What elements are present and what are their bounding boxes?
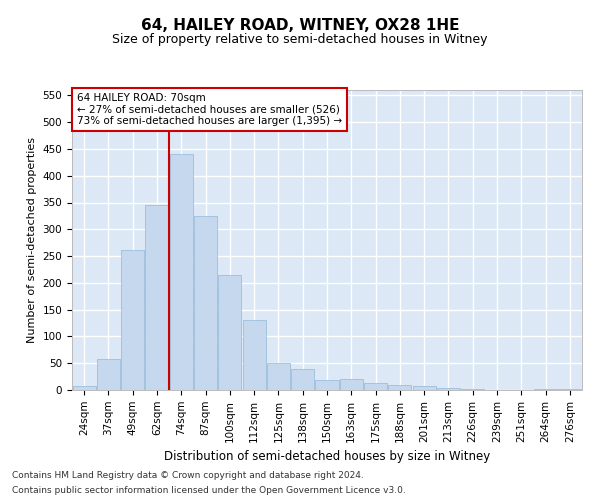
Text: Size of property relative to semi-detached houses in Witney: Size of property relative to semi-detach…	[112, 32, 488, 46]
Bar	[316, 380, 338, 390]
Bar	[242, 320, 266, 390]
Bar	[413, 386, 436, 390]
Bar	[170, 154, 193, 390]
Text: Contains public sector information licensed under the Open Government Licence v3: Contains public sector information licen…	[12, 486, 406, 495]
Text: Contains HM Land Registry data © Crown copyright and database right 2024.: Contains HM Land Registry data © Crown c…	[12, 471, 364, 480]
X-axis label: Distribution of semi-detached houses by size in Witney: Distribution of semi-detached houses by …	[164, 450, 490, 463]
Text: 64, HAILEY ROAD, WITNEY, OX28 1HE: 64, HAILEY ROAD, WITNEY, OX28 1HE	[141, 18, 459, 32]
Bar	[73, 386, 95, 390]
Bar	[364, 383, 387, 390]
Bar	[97, 360, 120, 390]
Bar	[218, 275, 241, 390]
Bar	[437, 388, 460, 390]
Bar	[121, 250, 144, 390]
Bar	[340, 380, 363, 390]
Bar	[388, 384, 412, 390]
Y-axis label: Number of semi-detached properties: Number of semi-detached properties	[27, 137, 37, 343]
Text: 64 HAILEY ROAD: 70sqm
← 27% of semi-detached houses are smaller (526)
73% of sem: 64 HAILEY ROAD: 70sqm ← 27% of semi-deta…	[77, 93, 342, 126]
Bar	[291, 368, 314, 390]
Bar	[145, 205, 169, 390]
Bar	[194, 216, 217, 390]
Bar	[267, 363, 290, 390]
